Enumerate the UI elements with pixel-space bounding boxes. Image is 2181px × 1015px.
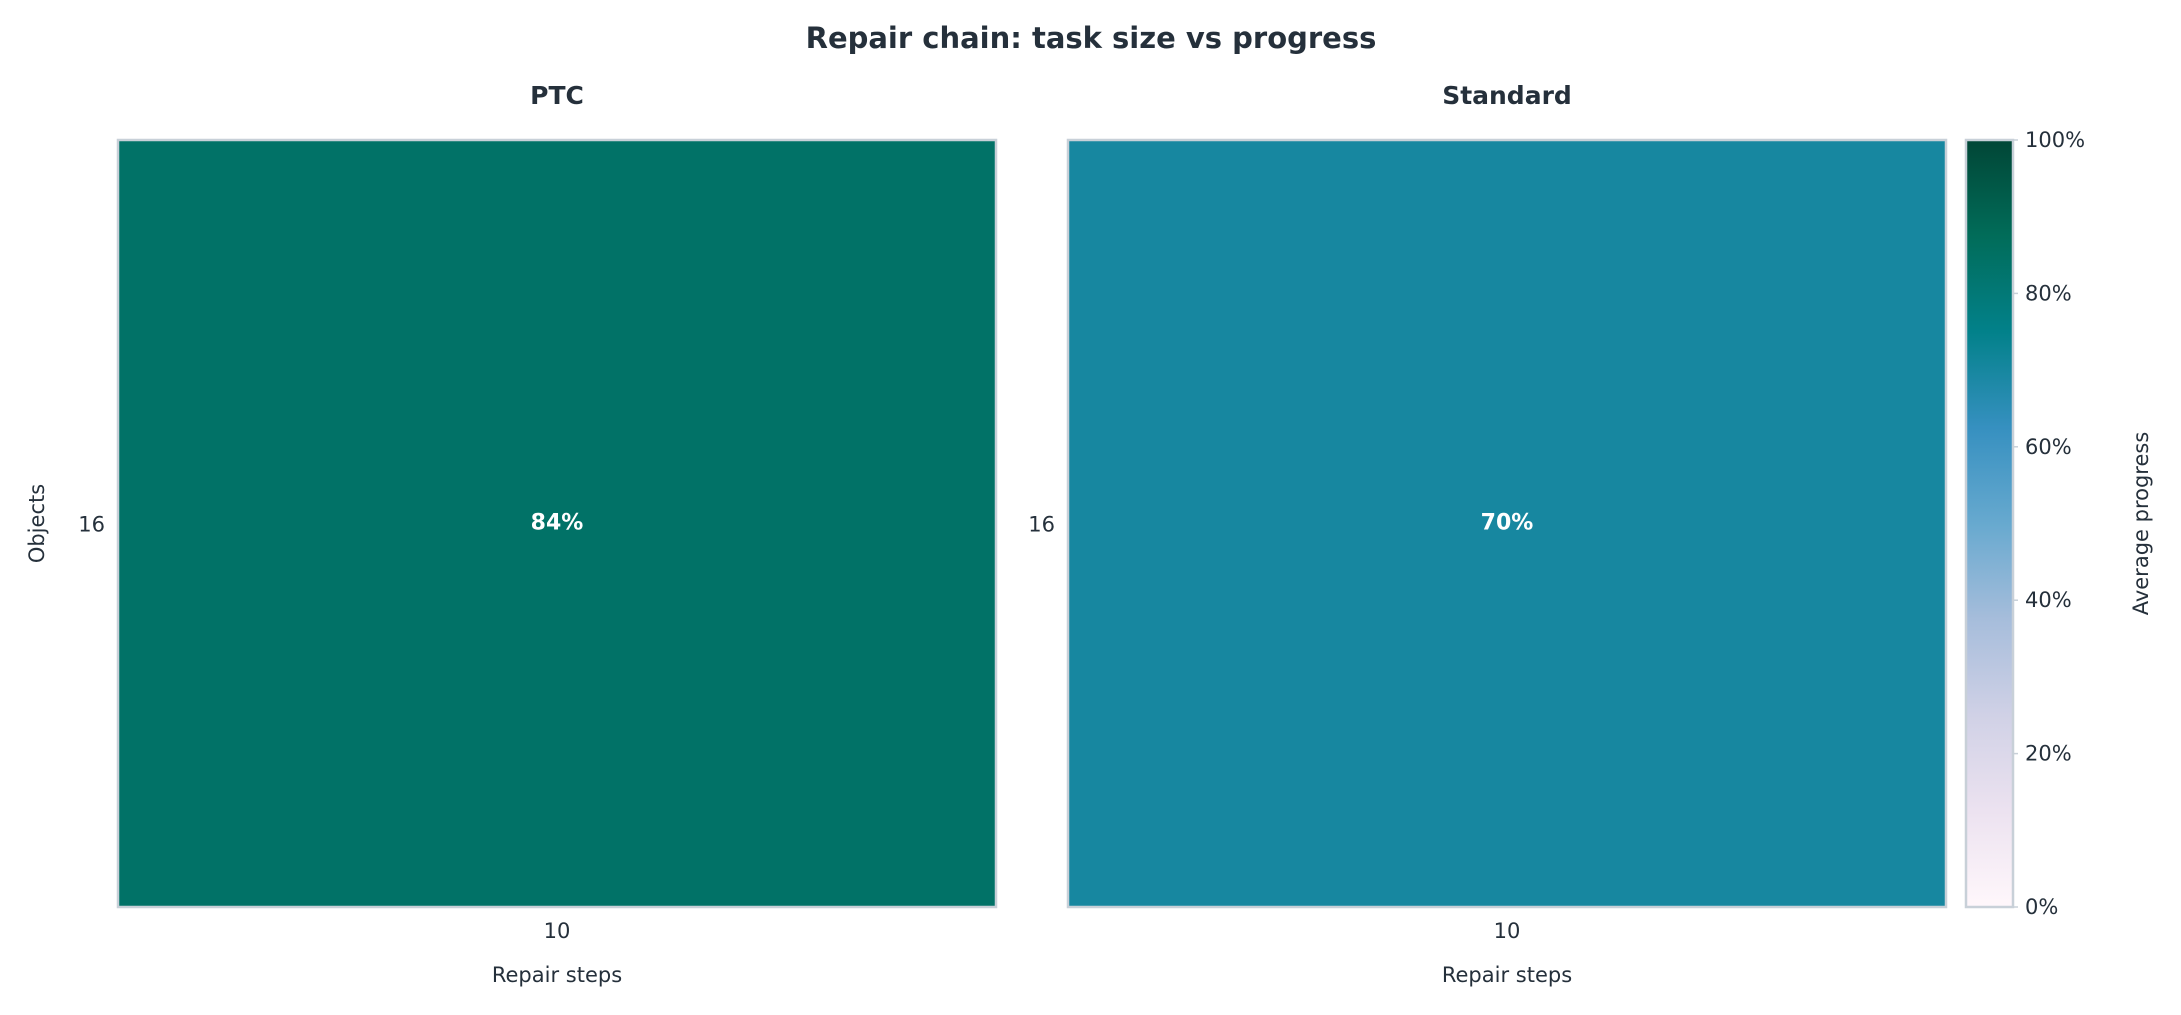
colorbar: [1964, 138, 2015, 909]
value-label: 84%: [531, 511, 584, 536]
x-axis-label: Repair steps: [1442, 963, 1572, 987]
value-label: 70%: [1481, 511, 1534, 536]
y-tick-label: 16: [78, 513, 105, 537]
colorbar-tick-label: 40%: [2025, 588, 2072, 612]
heatmap-cell: [118, 140, 996, 907]
panel-title: PTC: [530, 81, 584, 110]
colorbar-tick-label: 20%: [2025, 742, 2072, 766]
x-tick-label: 10: [1494, 919, 1521, 943]
panel-border: [1066, 138, 1948, 909]
colorbar-tick-label: 100%: [2025, 128, 2085, 152]
colorbar-tick-label: 80%: [2025, 281, 2072, 305]
colorbar-tick-label: 60%: [2025, 435, 2072, 459]
colorbar-tick-label: 0%: [2025, 895, 2058, 919]
panel-border: [116, 138, 998, 909]
y-tick-label: 16: [1028, 513, 1055, 537]
panel-title: Standard: [1442, 81, 1572, 110]
heatmap-cell: [1068, 140, 1946, 907]
x-tick-label: 10: [544, 919, 571, 943]
y-axis-label: Objects: [25, 484, 49, 563]
figure-title: Repair chain: task size vs progress: [806, 21, 1377, 55]
x-axis-label: Repair steps: [492, 963, 622, 987]
colorbar-label: Average progress: [2129, 432, 2153, 616]
